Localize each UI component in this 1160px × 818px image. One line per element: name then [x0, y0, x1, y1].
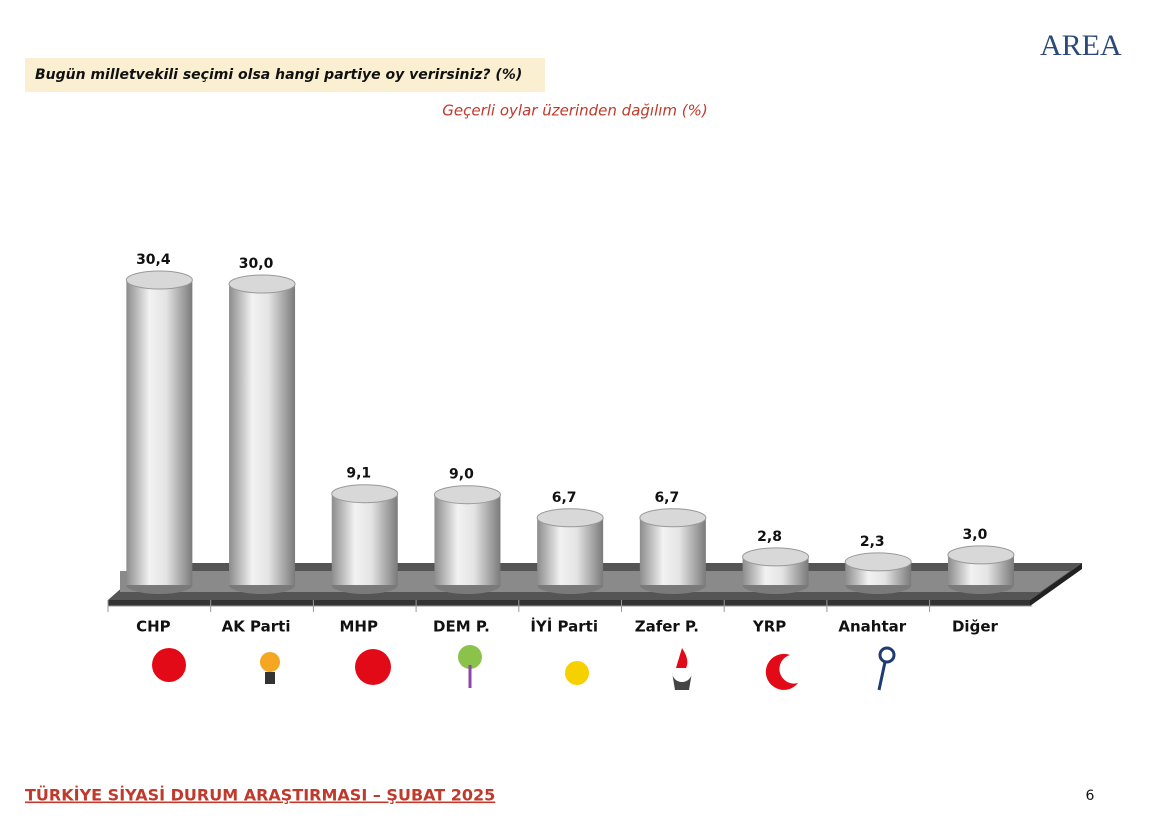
- icon-akp-base: [265, 672, 275, 684]
- cylinder-top: [228, 274, 296, 294]
- cylinder-top: [433, 485, 501, 505]
- footer: TÜRKİYE SİYASİ DURUM ARAŞTIRMASI – ŞUBAT…: [25, 786, 495, 805]
- bar: [229, 284, 296, 585]
- platform-side: [1030, 563, 1082, 606]
- x-tick-label: YRP: [752, 618, 786, 636]
- chart-title: Bugün milletvekili seçimi olsa hangi par…: [35, 67, 522, 83]
- value-label: 6,7: [654, 490, 679, 506]
- x-tick-label: AK Parti: [222, 618, 291, 636]
- value-label: 3,0: [963, 527, 988, 543]
- icon-zafer-flame: [676, 648, 688, 668]
- cylinder-top: [844, 552, 912, 572]
- icon-dem: [458, 645, 482, 669]
- x-tick-label: DEM P.: [433, 618, 490, 636]
- icon-yrp: [765, 653, 798, 690]
- cylinder-top: [947, 545, 1015, 565]
- logo: AREA: [1040, 29, 1122, 62]
- x-tick-label: Zafer P.: [635, 618, 699, 636]
- x-tick-label: Diğer: [952, 618, 999, 636]
- party-icons: [152, 645, 896, 691]
- cylinder-top: [742, 547, 810, 567]
- bar: [434, 494, 501, 585]
- value-label: 2,3: [860, 534, 885, 550]
- plot: CHP 30,4 AK Parti 30,0 MHP 9,1 DEM P. 9,0 İYİ Pa…: [107, 252, 1033, 636]
- page-number: 6: [1086, 788, 1095, 804]
- x-tick-label: CHP: [136, 618, 171, 636]
- cylinder-top: [125, 270, 193, 290]
- bar: [126, 280, 193, 585]
- x-tick-label: İYİ Parti: [530, 617, 598, 636]
- icon-mhp: [355, 649, 391, 685]
- bar: [537, 517, 604, 585]
- x-tick-label: MHP: [340, 618, 378, 636]
- value-label: 30,0: [239, 256, 274, 272]
- value-label: 9,0: [449, 467, 474, 483]
- chart-subtitle: Geçerli oylar üzerinden dağılım (%): [442, 102, 708, 120]
- icon-iyi: [565, 661, 589, 685]
- value-label: 9,1: [346, 466, 371, 482]
- bar: [331, 493, 398, 585]
- icon-anahtar: [878, 646, 896, 664]
- bar: [639, 517, 706, 585]
- title-box: [25, 58, 545, 92]
- icon-anahtar-shaft: [877, 661, 887, 691]
- icon-chp: [152, 648, 186, 682]
- cylinder-top: [331, 484, 399, 504]
- value-label: 6,7: [552, 490, 577, 506]
- icon-akp: [260, 652, 280, 672]
- value-label: 30,4: [136, 252, 171, 268]
- x-tick-label: Anahtar: [838, 618, 906, 636]
- cylinder-top: [536, 508, 604, 528]
- value-label: 2,8: [757, 529, 782, 545]
- cylinder-top: [639, 508, 707, 528]
- platform-front: [108, 600, 1030, 606]
- icon-zafer: [672, 672, 692, 690]
